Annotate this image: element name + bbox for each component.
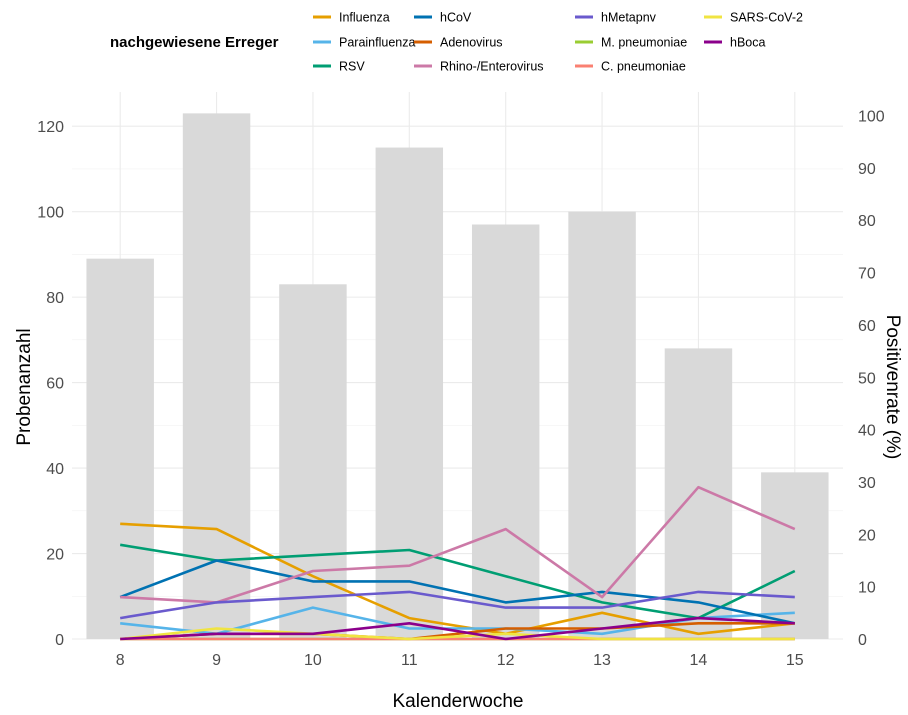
y-right-tick-label: 10 — [858, 580, 876, 597]
y-right-tick-label: 30 — [858, 475, 876, 492]
legend-label: M. pneumoniae — [601, 36, 687, 50]
y-right-tick-label: 40 — [858, 423, 876, 440]
legend-label: Adenovirus — [440, 36, 503, 50]
legend-label: hMetapnv — [601, 11, 657, 25]
y-right-tick-label: 80 — [858, 213, 876, 230]
x-axis: 8 9 10 11 12 13 14 15 — [116, 652, 804, 669]
y-left-tick-label: 120 — [37, 119, 64, 136]
y-right-tick-label: 90 — [858, 161, 876, 178]
y-axis-left-title: Probenanzahl — [14, 328, 35, 445]
legend-label: C. pneumoniae — [601, 60, 686, 74]
bar — [182, 113, 251, 639]
legend-label: SARS-CoV-2 — [730, 11, 803, 25]
bar — [86, 258, 154, 639]
y-right-tick-label: 50 — [858, 370, 876, 387]
bar — [664, 348, 733, 639]
bar — [568, 211, 636, 639]
y-right-tick-label: 20 — [858, 527, 876, 544]
y-right-tick-label: 100 — [858, 109, 885, 126]
y-left-tick-label: 100 — [37, 205, 64, 222]
legend-label: Rhino-/Enterovirus — [440, 60, 544, 74]
y-left-tick-label: 60 — [46, 376, 64, 393]
y-axis-right: 0 10 20 30 40 50 60 70 80 90 100 — [858, 109, 885, 649]
y-right-tick-label: 70 — [858, 266, 876, 283]
x-tick-label: 10 — [304, 652, 322, 669]
x-axis-title: Kalenderwoche — [393, 691, 524, 712]
x-tick-label: 15 — [786, 652, 804, 669]
legend-title: nachgewiesene Erreger — [110, 34, 279, 51]
series-line — [120, 627, 795, 641]
legend-label: Influenza — [339, 11, 390, 25]
bar-series — [86, 113, 829, 639]
line-series — [119, 485, 796, 641]
y-left-tick-label: 80 — [46, 290, 64, 307]
series-line — [119, 590, 795, 620]
y-left-tick-label: 20 — [46, 547, 64, 564]
x-tick-label: 12 — [497, 652, 515, 669]
x-tick-label: 13 — [593, 652, 611, 669]
series-line — [120, 522, 795, 636]
series-line — [120, 485, 796, 604]
y-right-tick-label: 60 — [858, 318, 876, 335]
bar — [761, 472, 829, 639]
x-tick-label: 9 — [212, 652, 221, 669]
legend-label: hBoca — [730, 36, 765, 50]
series-line — [119, 543, 796, 620]
legend: nachgewiesene Erreger Influenza Parainflu… — [110, 11, 803, 74]
y-left-tick-label: 40 — [46, 461, 64, 478]
legend-label: Parainfluenza — [339, 36, 415, 50]
x-tick-label: 8 — [116, 652, 125, 669]
y-axis-right-title: Positivenrate (%) — [882, 315, 903, 460]
y-left-tick-label: 0 — [55, 632, 64, 649]
legend-label: RSV — [339, 60, 365, 74]
x-tick-label: 14 — [690, 652, 708, 669]
y-right-tick-label: 0 — [858, 632, 867, 649]
x-tick-label: 11 — [401, 652, 418, 669]
y-axis-left: 0 20 40 60 80 100 120 — [37, 119, 64, 649]
bar — [279, 284, 347, 639]
legend-label: hCoV — [440, 11, 472, 25]
series-line — [120, 616, 795, 641]
series-line — [119, 559, 796, 625]
